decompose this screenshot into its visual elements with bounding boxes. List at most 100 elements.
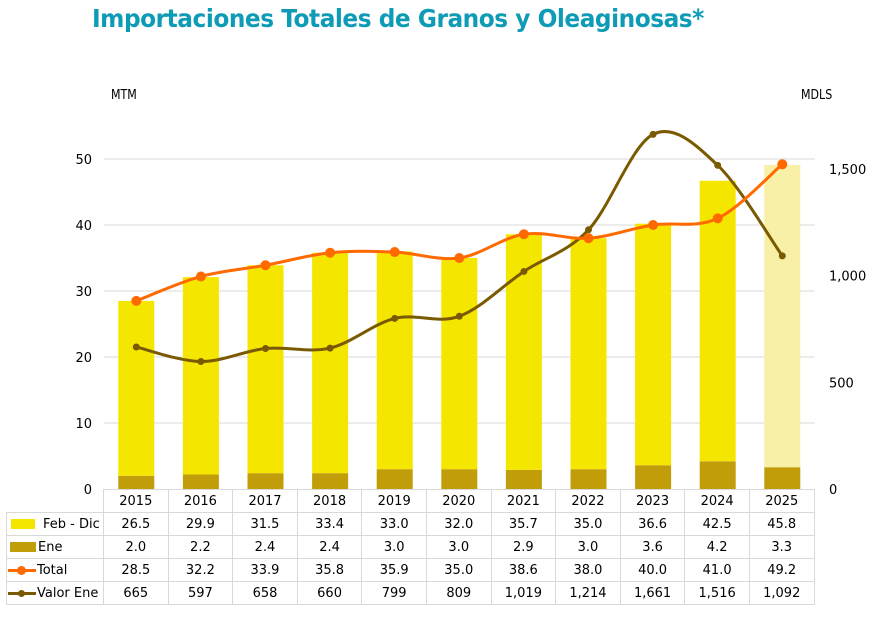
total-point [325, 247, 336, 258]
data-label: 29.9 [167, 512, 234, 536]
legend-valor-ene-label: Valor Ene [37, 585, 99, 601]
data-label: 41.0 [684, 558, 750, 582]
bar-ene [441, 469, 478, 489]
valor-ene-line [135, 130, 784, 364]
valor-ene-point [714, 161, 722, 169]
x-axis-category-label: 2021 [490, 489, 557, 513]
valor-ene-point [197, 358, 205, 366]
valor-ene-series [132, 130, 786, 366]
x-axis-category-label: 2018 [296, 489, 363, 513]
legend-ene-label: Ene [38, 539, 63, 555]
x-axis-category-label: 2019 [361, 489, 427, 513]
bar-ene [376, 469, 413, 489]
bar-feb-dic [247, 265, 284, 474]
valor-ene-point [778, 252, 786, 260]
bar-feb-dic [699, 180, 736, 462]
total-point [648, 220, 659, 230]
data-label: 799 [361, 581, 427, 605]
data-label: 3.0 [361, 535, 427, 559]
right-axis-tick-label: 1,500 [829, 163, 866, 178]
data-label: 3.6 [619, 535, 686, 559]
bar-feb-dic [118, 300, 155, 476]
x-axis-category-label: 2022 [555, 489, 621, 513]
bar-ene [764, 467, 801, 489]
bar-feb-dic [312, 252, 349, 474]
data-table-corner [6, 489, 104, 513]
bar-ene [118, 475, 155, 489]
valor-ene-line-swatch [8, 588, 36, 598]
bar-ene [312, 473, 349, 489]
total-point [777, 159, 788, 170]
valor-ene-point [520, 267, 528, 275]
data-table-header-row: 2015 2016 2017 2018 2019 2020 2021 2022 2023 2024… [6, 489, 815, 513]
valor-ene-point [455, 312, 463, 320]
bar-feb-dic [764, 164, 801, 468]
data-label: 2.9 [490, 535, 557, 559]
x-axis-category-label: 2015 [103, 489, 169, 513]
bar-ene [182, 474, 219, 489]
data-label: 28.5 [103, 558, 169, 582]
legend-feb-dic: Feb - Dic [6, 512, 104, 536]
left-axis-unit-label: MTM [111, 88, 137, 103]
data-label: 36.6 [619, 512, 686, 536]
legend-ene: Ene [6, 535, 104, 559]
data-label: 2.2 [167, 535, 234, 559]
total-point [131, 295, 142, 306]
data-label: 42.5 [684, 512, 750, 536]
left-axis-tick-label: 40 [75, 219, 92, 234]
data-label: 35.0 [555, 512, 621, 536]
bar-ene [635, 465, 672, 489]
data-label: 35.7 [490, 512, 557, 536]
data-table-row-total: Total 28.5 32.2 33.9 35.8 35.9 35.0 38.6 38.0 40… [6, 558, 815, 582]
data-table-row-valor-ene: Valor Ene 665 597 658 660 799 809 1,019 1,214 1,… [6, 581, 815, 605]
x-axis-category-label: 2020 [425, 489, 492, 513]
data-label: 1,661 [619, 581, 686, 605]
total-point [518, 229, 529, 240]
data-label: 1,214 [555, 581, 621, 605]
x-axis-category-label: 2025 [748, 489, 815, 513]
data-label: 2.0 [103, 535, 169, 559]
left-axis-tick-label: 20 [75, 351, 92, 366]
data-table-row-feb-dic: Feb - Dic 26.5 29.9 31.5 33.4 33.0 32.0 35.7 35… [6, 512, 815, 536]
right-axis-tick-label: 1,000 [829, 270, 866, 285]
bar-ene [247, 473, 284, 489]
data-label: 38.6 [490, 558, 557, 582]
data-table: 2015 2016 2017 2018 2019 2020 2021 2022 2023 2024… [6, 489, 815, 605]
data-label: 33.9 [232, 558, 298, 582]
bar-feb-dic [376, 251, 413, 470]
data-label: 26.5 [103, 512, 169, 536]
ene-swatch [10, 542, 36, 552]
right-axis-tick-label: 500 [829, 376, 854, 391]
total-point [195, 271, 206, 282]
data-label: 35.8 [296, 558, 363, 582]
data-label: 3.0 [555, 535, 621, 559]
bar-feb-dic [570, 238, 607, 470]
left-axis-tick-label: 30 [75, 285, 92, 300]
data-table-row-ene: Ene 2.0 2.2 2.4 2.4 3.0 3.0 2.9 3.0 3.6 4.2 3.3 [6, 535, 815, 559]
bar-ene [699, 461, 736, 489]
data-label: 2.4 [232, 535, 298, 559]
left-axis-tick-label: 10 [75, 417, 92, 432]
valor-ene-point [132, 343, 140, 351]
left-axis-tick-label: 50 [75, 153, 92, 168]
data-label: 35.9 [361, 558, 427, 582]
total-point [712, 213, 723, 224]
data-label: 33.4 [296, 512, 363, 536]
data-label: 32.2 [167, 558, 234, 582]
legend-feb-dic-label: Feb - Dic [43, 516, 100, 532]
x-axis-category-label: 2017 [232, 489, 298, 513]
x-axis-category-label: 2023 [619, 489, 686, 513]
bar-feb-dic [441, 258, 478, 470]
bars [118, 164, 801, 489]
legend-total-label: Total [37, 562, 68, 578]
data-label: 1,019 [490, 581, 557, 605]
data-label: 31.5 [232, 512, 298, 536]
total-point [260, 260, 271, 271]
data-label: 1,092 [748, 581, 815, 605]
data-label: 3.0 [425, 535, 492, 559]
bar-ene [570, 469, 607, 489]
right-axis-unit-label: MDLS [801, 88, 833, 103]
valor-ene-point [262, 345, 269, 353]
total-point [454, 253, 465, 263]
